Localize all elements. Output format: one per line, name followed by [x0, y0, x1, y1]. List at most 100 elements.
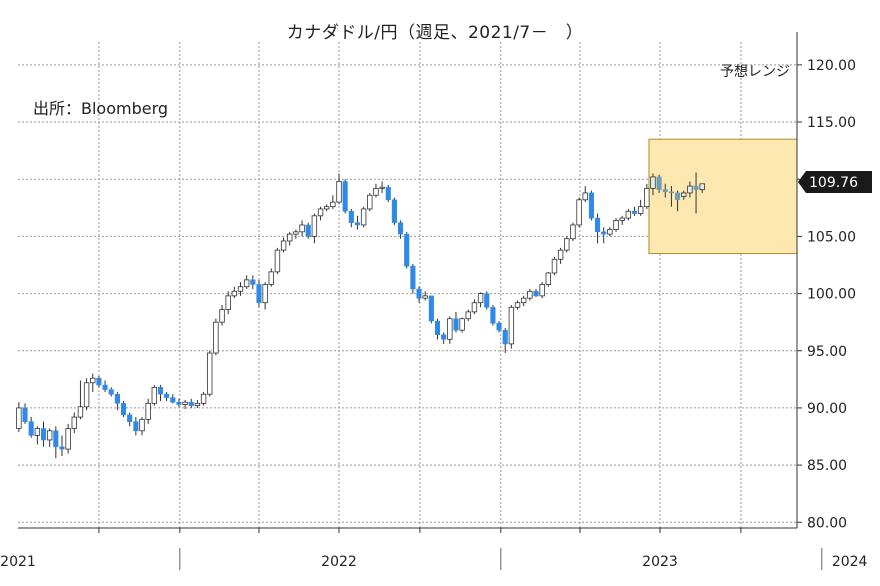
candle [83, 378, 90, 411]
candle [108, 387, 114, 397]
candle-body [631, 210, 638, 214]
forecast-candle [693, 172, 699, 214]
candle [576, 197, 582, 228]
candle [367, 192, 373, 212]
x-tick-label: 2021 [0, 554, 36, 570]
y-tick-label: 120.00 [807, 58, 856, 74]
candle-body [330, 201, 336, 208]
candle-body [53, 430, 59, 448]
candle [46, 428, 53, 447]
candle-body [127, 414, 133, 422]
candle [428, 295, 434, 324]
candle-body [170, 397, 176, 403]
y-axis-ticks: 80.0085.0090.0095.00100.00105.00110.0011… [797, 58, 856, 531]
candle [219, 305, 225, 326]
y-tick-label: 115.00 [807, 115, 856, 131]
candle [496, 321, 502, 333]
x-tick-label: 2024 [832, 554, 868, 570]
candle-body [305, 224, 311, 237]
candle-body [545, 272, 552, 285]
forecast-candle [668, 186, 674, 207]
candle-body [656, 176, 662, 190]
candle-body [120, 403, 127, 416]
candle-body [250, 279, 256, 285]
x-axis-ticks: 2021 2022 2023 2024 [0, 528, 868, 570]
candle-body [391, 199, 397, 223]
candle [120, 401, 127, 418]
candle-body [336, 181, 342, 203]
candle [441, 332, 447, 344]
candle-body [625, 210, 632, 219]
candle-body [194, 402, 201, 407]
candle [311, 213, 318, 244]
candle [200, 391, 207, 406]
candle [213, 318, 219, 356]
candle [90, 373, 96, 392]
candle-body [243, 279, 250, 288]
candle [459, 317, 465, 333]
forecast-range-label: 予想レンジ [720, 64, 790, 80]
y-tick-label: 105.00 [807, 229, 856, 245]
candle-body [588, 192, 594, 219]
candle [65, 423, 71, 454]
candle-body [447, 318, 453, 340]
candle-body [71, 416, 77, 429]
candle-body [465, 311, 471, 320]
candle-body [668, 191, 674, 194]
candle-body [496, 323, 502, 331]
candle [582, 186, 588, 203]
candle [96, 375, 102, 388]
candle [434, 318, 441, 340]
candle-body [354, 222, 361, 226]
candle-body [176, 401, 182, 405]
candle [59, 435, 65, 456]
candle-body [207, 352, 213, 395]
candle-body [83, 382, 90, 408]
candle [631, 206, 638, 216]
candle-body [139, 418, 145, 432]
candle-body [613, 219, 619, 230]
candle [323, 204, 330, 212]
candle [22, 403, 28, 424]
candle [447, 316, 453, 344]
candle [151, 385, 158, 406]
candle-body [533, 291, 539, 297]
candle-body [268, 271, 274, 285]
candle-body [416, 288, 422, 299]
source-label: 出所：Bloomberg [33, 99, 168, 118]
last-value-label: 109.76 [809, 175, 858, 191]
candle-body [133, 421, 139, 432]
candle [188, 398, 194, 408]
candle-body [637, 206, 644, 214]
forecast-candle [699, 183, 705, 193]
candle-body [551, 258, 558, 274]
candle [354, 215, 361, 230]
candle-body [256, 284, 262, 303]
candle-body [459, 318, 465, 331]
candle-body [157, 387, 164, 395]
candle [410, 263, 416, 294]
candle [207, 350, 213, 397]
candle-body [490, 307, 496, 324]
candle-body [514, 302, 521, 308]
candle-body [564, 238, 570, 251]
candle [176, 398, 182, 407]
candle [280, 237, 287, 253]
candle-body [607, 229, 613, 235]
candle-body [102, 384, 108, 390]
candle [287, 231, 293, 246]
candle [404, 231, 410, 269]
candle-body [40, 428, 47, 441]
candle [391, 197, 397, 225]
x-tick-label: 2023 [642, 554, 678, 570]
candle-body [188, 401, 194, 406]
candle-body [484, 293, 490, 308]
grid-lines [18, 42, 797, 528]
candle [164, 391, 170, 402]
candle-body [687, 185, 693, 194]
candle [619, 215, 625, 225]
candle-body [570, 224, 576, 240]
candle-body [644, 187, 650, 208]
candle [127, 412, 133, 427]
candle [274, 247, 281, 275]
